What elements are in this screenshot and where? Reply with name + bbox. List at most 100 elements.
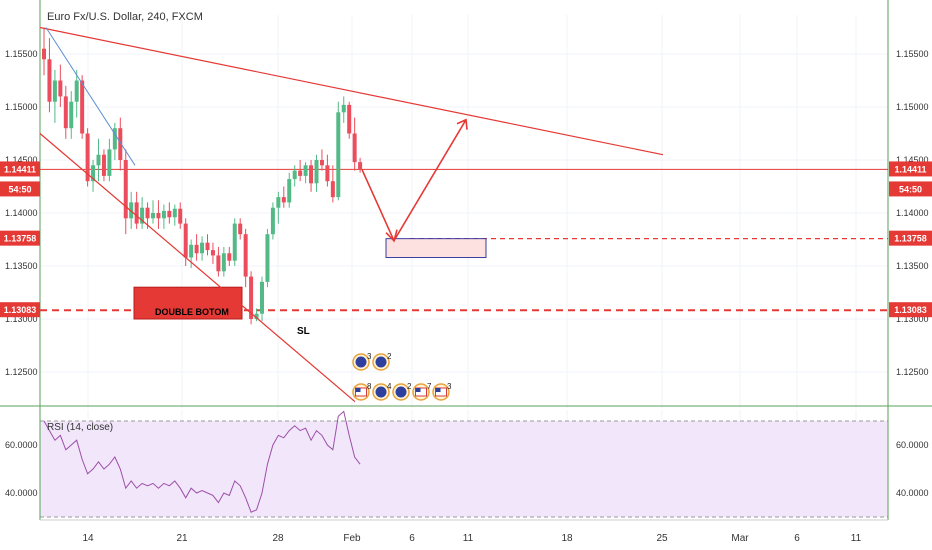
candle-body	[63, 96, 68, 129]
arrow-head-down	[385, 229, 398, 243]
price-tick-label: 1.14000	[5, 208, 38, 218]
candle-body	[129, 202, 134, 219]
us-flag-canton	[415, 388, 421, 392]
tag-countdown-right-text: 54:50	[899, 184, 922, 194]
event-count: 2	[407, 382, 412, 391]
candle-body	[140, 207, 145, 224]
eu-flag-icon	[375, 356, 387, 368]
price-tick-label: 1.12500	[896, 367, 929, 377]
date-tick-label: 6	[409, 533, 415, 544]
candle-body	[270, 207, 275, 235]
price-tick-label: 1.13500	[5, 261, 38, 271]
candle-body	[145, 207, 150, 219]
candle-body	[151, 213, 155, 219]
price-tick-label: 1.12500	[5, 367, 38, 377]
price-tick-label: 1.15000	[896, 102, 929, 112]
candle-body	[47, 59, 52, 102]
candle-body	[52, 80, 57, 102]
date-tick-label: 6	[794, 533, 800, 544]
candle-body	[319, 160, 324, 166]
event-count: 2	[387, 352, 392, 361]
candle-body	[336, 112, 341, 198]
tag-countdown-text: 54:50	[8, 184, 31, 194]
candle-body	[265, 234, 270, 282]
rsi-scale-left: 60.0000 40.0000	[5, 440, 38, 498]
price-tags: 1.14411 54:50 1.14411 54:50 1.13758 1.13758 1.…	[0, 161, 932, 318]
target-zone-box[interactable]	[385, 238, 487, 259]
candle-body	[194, 244, 199, 254]
candle-body	[249, 276, 254, 319]
candle-body	[232, 223, 237, 261]
date-tick-label: 21	[176, 533, 188, 544]
date-axis: 14 21 28 Feb 6 11 18 25 Mar 6 11	[82, 533, 861, 544]
date-tick-label: 18	[561, 533, 573, 544]
chart-title: Euro Fx/U.S. Dollar, 240, FXCM	[47, 11, 203, 23]
rsi-scale-right: 60.0000 40.0000	[896, 440, 929, 498]
price-tick-label: 1.15500	[5, 49, 38, 59]
candlesticks	[42, 27, 363, 325]
economic-events[interactable]: 3 2 8 4 2 7 3	[352, 352, 452, 401]
price-scale-left: 1.15500 1.15000 1.14500 1.14000 1.13500 1.130…	[5, 49, 38, 377]
date-tick-label: 25	[656, 533, 668, 544]
candle-body	[238, 223, 243, 235]
event-count: 3	[367, 352, 372, 361]
date-tick-label: Mar	[731, 533, 749, 544]
candle-body	[112, 128, 117, 150]
axes-frame	[0, 0, 932, 521]
price-tick-label: 1.13000	[5, 314, 38, 324]
sl-label: SL	[297, 326, 310, 337]
projection-arrows[interactable]	[361, 118, 468, 243]
price-scale-right: 1.15500 1.15000 1.14500 1.14000 1.13500 1.130…	[896, 49, 929, 377]
candle-body	[260, 281, 264, 314]
candle-body	[352, 133, 357, 163]
tag-double-bottom-text: 1.13083	[4, 305, 37, 315]
candle-body	[314, 160, 319, 184]
rsi-tick-label: 40.0000	[5, 488, 38, 498]
candle-body	[347, 104, 352, 134]
price-tick-label: 1.14500	[5, 155, 38, 165]
event-count: 8	[367, 382, 372, 391]
horizontal-levels	[40, 168, 888, 312]
tag-current-price-right-bg	[889, 161, 932, 177]
candle-body	[189, 244, 194, 258]
tag-current-price-bg	[0, 161, 40, 177]
tag-double-bottom-bg	[0, 302, 40, 318]
candle-body	[281, 197, 286, 203]
tag-target-level-right-bg	[889, 230, 932, 246]
double-bottom-box[interactable]	[133, 286, 243, 320]
price-tick-label: 1.14000	[896, 208, 929, 218]
candle-body	[91, 165, 96, 182]
event-count: 3	[447, 382, 452, 391]
event-count: 7	[427, 382, 432, 391]
candle-body	[287, 179, 292, 203]
rsi-line	[43, 410, 361, 513]
rsi-label: RSI (14, close)	[47, 422, 113, 433]
candle-body	[107, 149, 112, 176]
candle-body	[210, 250, 215, 256]
lower-trendline[interactable]	[39, 133, 356, 403]
eu-flag-icon	[375, 386, 387, 398]
candle-body	[309, 165, 314, 184]
channel-line[interactable]	[45, 27, 136, 166]
candle-body	[298, 170, 303, 176]
tag-double-bottom-right-text: 1.13083	[894, 305, 927, 315]
price-tick-label: 1.15500	[896, 49, 929, 59]
candle-body	[341, 104, 346, 113]
rsi-tick-label: 60.0000	[5, 440, 38, 450]
price-tick-label: 1.15000	[5, 102, 38, 112]
double-bottom-label: DOUBLE BOTOM	[155, 307, 229, 317]
candle-body	[227, 253, 232, 261]
tag-countdown-right-bg	[889, 181, 932, 197]
upper-trendline[interactable]	[39, 26, 664, 156]
tag-current-price-right-text: 1.14411	[894, 164, 926, 174]
candle-body	[96, 154, 101, 166]
candle-body	[80, 80, 85, 134]
tag-current-price-text: 1.14411	[4, 164, 36, 174]
eu-flag-icon	[395, 386, 407, 398]
us-flag-canton	[435, 388, 441, 392]
date-tick-label: 11	[851, 533, 862, 544]
candle-body	[42, 48, 46, 60]
date-tick-label: Feb	[343, 533, 361, 544]
candle-body	[178, 208, 183, 224]
